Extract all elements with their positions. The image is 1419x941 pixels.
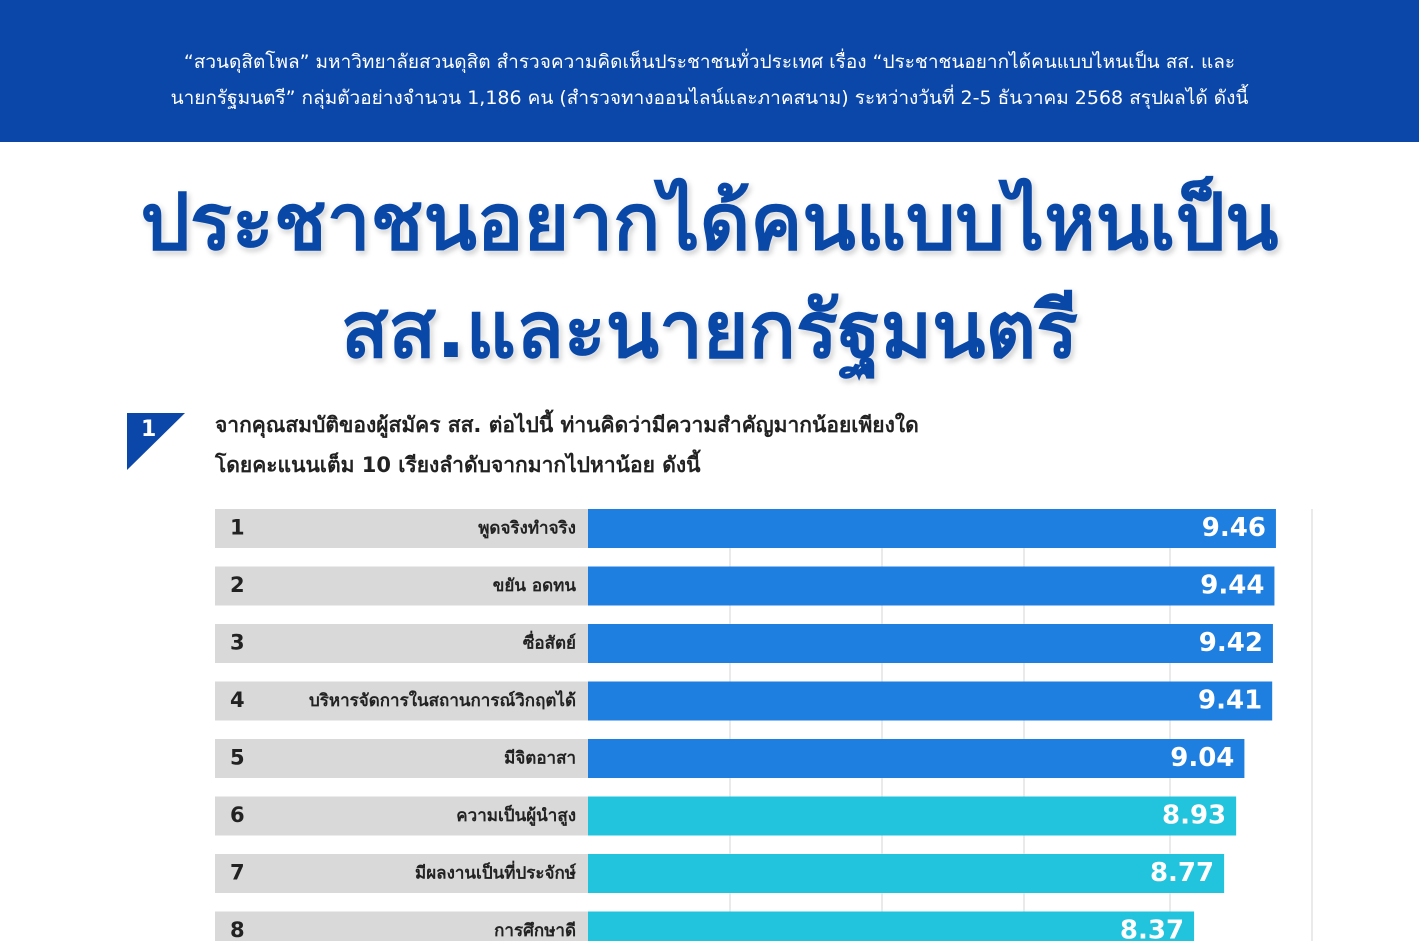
- value-label: 9.42: [1199, 628, 1263, 658]
- rank: 2: [230, 573, 245, 597]
- value-label: 8.93: [1162, 801, 1226, 831]
- intro-line: นายกรัฐมนตรี” กลุ่มตัวอย่างจำนวน 1,186 ค…: [170, 87, 1249, 109]
- question-marker: [127, 413, 185, 470]
- label-box: [215, 854, 588, 893]
- bar: [588, 509, 1276, 548]
- bar: [588, 739, 1245, 778]
- label-box: [215, 739, 588, 778]
- rank: 8: [230, 918, 245, 941]
- bar: [588, 854, 1225, 893]
- title-line: สส.และนายกรัฐมนตรี: [340, 286, 1079, 376]
- bar: [588, 911, 1195, 941]
- label-box: [215, 624, 588, 663]
- question-line: โดยคะแนนเต็ม 10 เรียงลำดับจากมากไปหาน้อย…: [214, 449, 702, 477]
- value-label: 9.41: [1198, 686, 1262, 716]
- category-label: การศึกษาดี: [494, 920, 576, 941]
- category-label: มีจิตอาสา: [504, 748, 576, 769]
- bar: [588, 681, 1273, 721]
- rank: 1: [230, 516, 245, 540]
- value-label: 9.04: [1170, 743, 1234, 773]
- category-label: ซื่อสัตย์: [523, 631, 576, 654]
- bar: [588, 796, 1237, 836]
- category-label: มีผลงานเป็นที่ประจักษ์: [415, 861, 576, 884]
- value-label: 8.77: [1150, 858, 1214, 888]
- intro-line: “สวนดุสิตโพล” มหาวิทยาลัยสวนดุสิต สำรวจค…: [183, 51, 1236, 73]
- question-line: จากคุณสมบัติของผู้สมัคร สส. ต่อไปนี้ ท่า…: [215, 409, 919, 439]
- label-box: [215, 509, 588, 548]
- label-box: [215, 681, 588, 721]
- question-number: 1: [141, 417, 156, 442]
- label-box: [215, 796, 588, 836]
- value-label: 8.37: [1120, 916, 1184, 941]
- rank: 5: [230, 746, 245, 770]
- category-label: บริหารจัดการในสถานการณ์วิกฤตได้: [309, 690, 576, 711]
- rank: 4: [230, 688, 245, 712]
- bar: [588, 624, 1273, 663]
- bar: [588, 566, 1275, 606]
- label-box: [215, 911, 588, 941]
- category-label: ความเป็นผู้นำสูง: [456, 803, 576, 827]
- category-label: พูดจริงทำจริง: [478, 519, 576, 540]
- header: “สวนดุสิตโพล” มหาวิทยาลัยสวนดุสิต สำรวจค…: [0, 0, 1419, 142]
- rank: 6: [230, 803, 245, 827]
- rank: 7: [230, 861, 245, 885]
- value-label: 9.46: [1202, 513, 1266, 543]
- label-box: [215, 566, 588, 606]
- value-label: 9.44: [1200, 571, 1264, 601]
- title-line: ประชาชนอยากได้คนแบบไหนเป็น: [140, 178, 1279, 268]
- category-label: ขยัน อดทน: [493, 576, 577, 596]
- rank: 3: [230, 631, 245, 655]
